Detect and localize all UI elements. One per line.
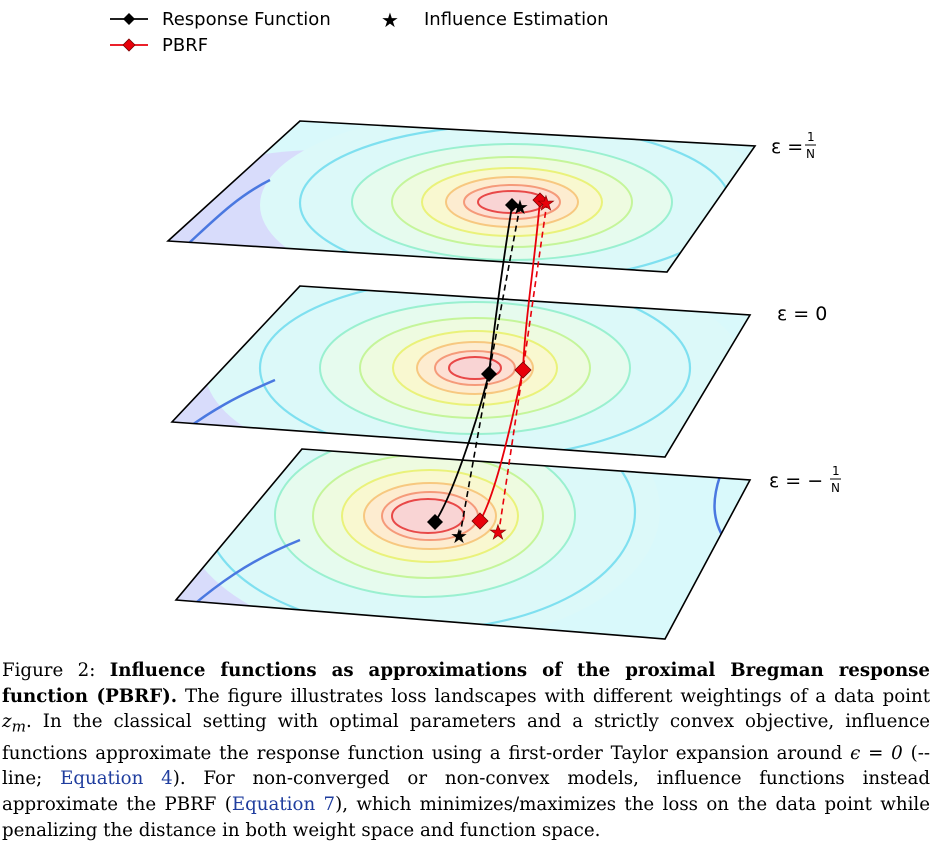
- influence-line-lower: [459, 372, 490, 536]
- equation-7-link[interactable]: Equation 7: [231, 794, 336, 816]
- pbrf-curve-upper: [522, 199, 541, 371]
- response-curve-lower: [434, 372, 490, 523]
- equation-4-link[interactable]: Equation 4: [60, 768, 173, 790]
- legend-pbrf-label: PBRF: [162, 35, 208, 56]
- svg-text:1: 1: [832, 464, 840, 478]
- response-marker-top: [505, 198, 519, 212]
- caption-text-1: The figure illustrates loss landscapes w…: [185, 685, 930, 707]
- plane-bottom: [174, 448, 752, 640]
- legend-influence-estimation-label: Influence Estimation: [424, 9, 609, 30]
- caption-math-zm: zm: [2, 711, 26, 737]
- legend: Response Function ★ Influence Estimation…: [110, 8, 609, 56]
- epsilon-label-top: ε = 1 N: [771, 130, 816, 161]
- response-marker-bottom: [427, 514, 443, 530]
- legend-response-function: Response Function: [110, 9, 331, 30]
- response-curve-upper: [488, 205, 513, 374]
- legend-pbrf: PBRF: [110, 35, 208, 56]
- pbrf-marker-top: [532, 192, 548, 208]
- caption-figure-label: Figure 2:: [2, 660, 96, 681]
- plane-top: [166, 120, 757, 273]
- influence-line-upper: [488, 205, 521, 374]
- influence-star-top: ★: [511, 195, 529, 219]
- epsilon-label-middle: ε = 0: [777, 303, 827, 325]
- caption-text-3: (-- line;: [2, 742, 930, 790]
- svg-text:N: N: [806, 147, 815, 161]
- legend-influence-estimation: ★ Influence Estimation: [381, 8, 609, 32]
- figure-caption: Figure 2: Influence functions as approxi…: [2, 658, 930, 844]
- pbrf-influence-line-lower: [498, 369, 524, 532]
- influence-star-bottom: ★: [450, 524, 468, 548]
- star-icon: ★: [381, 8, 399, 32]
- caption-text-4: ). For non-converged or non-convex model…: [2, 768, 930, 816]
- caption-math-eps: ϵ = 0: [850, 742, 903, 764]
- svg-text:ε =: ε =: [771, 136, 803, 158]
- pbrf-star-bottom: ★: [489, 520, 507, 544]
- figure-loss-landscapes: Response Function ★ Influence Estimation…: [110, 8, 841, 640]
- plane-middle: [170, 285, 752, 458]
- response-marker-middle: [481, 366, 497, 382]
- pbrf-influence-line-upper: [522, 201, 548, 371]
- pbrf-star-top: ★: [537, 191, 555, 215]
- caption-title: Influence functions as approximations of…: [2, 660, 930, 707]
- trajectories: ★ ★ ★ ★: [427, 191, 555, 548]
- caption-text-2: . In the classical setting with optimal …: [2, 711, 930, 764]
- svg-text:ε = −: ε = −: [769, 470, 823, 492]
- pbrf-curve-lower: [479, 369, 524, 522]
- epsilon-label-bottom: ε = − 1 N: [769, 464, 841, 495]
- caption-text-5: ), which minimizes/maximizes the loss on…: [2, 794, 930, 841]
- pbrf-marker-bottom: [471, 512, 489, 530]
- svg-text:N: N: [831, 481, 840, 495]
- pbrf-marker-middle: [514, 361, 532, 379]
- svg-text:1: 1: [807, 130, 815, 144]
- legend-response-function-label: Response Function: [162, 9, 331, 30]
